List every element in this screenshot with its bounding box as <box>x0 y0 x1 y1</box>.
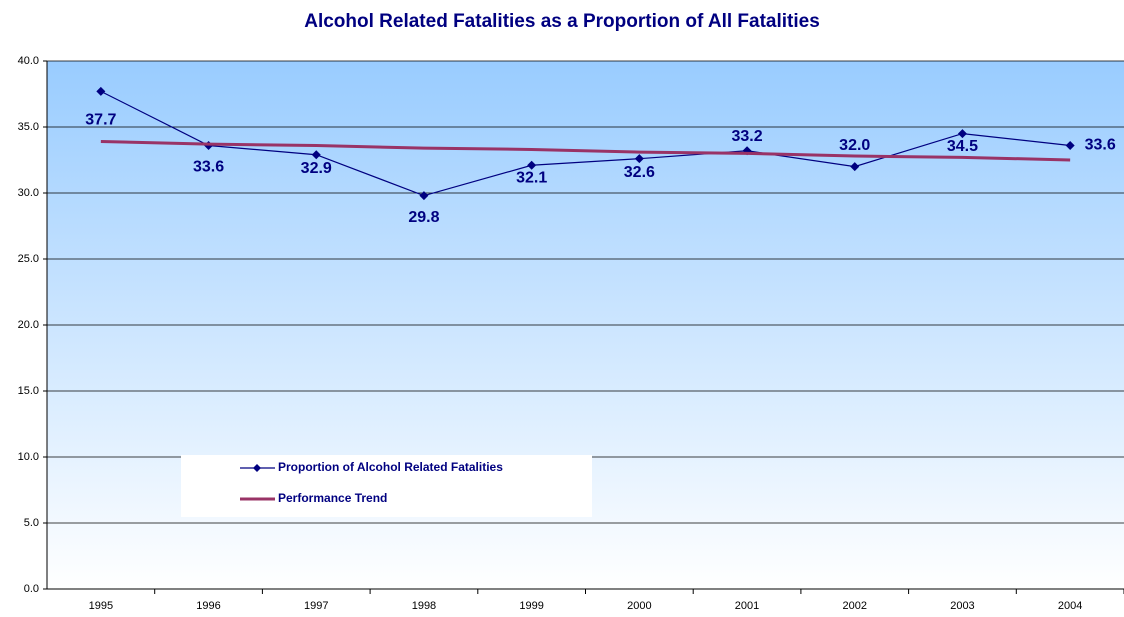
y-tick-label: 35.0 <box>18 121 39 133</box>
x-tick-label: 2004 <box>1058 600 1082 612</box>
data-label: 34.5 <box>947 138 978 155</box>
x-tick-label: 1996 <box>196 600 220 612</box>
y-tick-label: 5.0 <box>24 517 39 529</box>
data-label: 32.9 <box>301 160 332 177</box>
x-tick-label: 1998 <box>412 600 436 612</box>
marker <box>850 162 860 172</box>
data-label: 33.6 <box>1085 137 1116 154</box>
x-tick-label: 2000 <box>627 600 651 612</box>
x-tick-label: 1995 <box>89 600 113 612</box>
marker <box>96 86 106 96</box>
y-tick-label: 25.0 <box>18 253 39 265</box>
chart-title: Alcohol Related Fatalities as a Proporti… <box>304 11 820 32</box>
x-tick-label: 1997 <box>304 600 328 612</box>
x-tick-label: 2001 <box>735 600 759 612</box>
legend-marker <box>253 464 261 472</box>
legend-label: Proportion of Alcohol Related Fatalities <box>278 460 503 474</box>
x-tick-label: 1999 <box>519 600 543 612</box>
x-tick-label: 2002 <box>843 600 867 612</box>
y-tick-label: 0.0 <box>24 583 39 595</box>
y-tick-label: 20.0 <box>18 319 39 331</box>
marker <box>957 129 967 139</box>
data-label: 29.8 <box>408 209 439 226</box>
marker <box>634 154 644 164</box>
data-label: 33.2 <box>731 128 762 145</box>
data-label: 37.7 <box>85 112 116 129</box>
marker <box>527 160 537 170</box>
marker <box>1065 140 1075 150</box>
data-label: 32.0 <box>839 137 870 154</box>
marks: 37.7 33.6 32.9 29.8 32.1 32.6 33.2 32.0 34.5 33.6 <box>85 86 1116 226</box>
x-tick-label: 2003 <box>950 600 974 612</box>
data-label: 32.6 <box>624 164 655 181</box>
trend-line <box>100 140 1071 162</box>
marker <box>311 150 321 160</box>
data-line <box>100 90 1071 197</box>
legend <box>181 455 592 517</box>
y-tick-label: 10.0 <box>18 451 39 463</box>
y-tick-label: 30.0 <box>18 187 39 199</box>
marker <box>419 191 429 201</box>
legend-label: Performance Trend <box>278 491 387 505</box>
data-label: 32.1 <box>516 169 547 186</box>
y-tick-label: 40.0 <box>18 55 39 67</box>
data-label: 33.6 <box>193 159 224 176</box>
y-tick-label: 15.0 <box>18 385 39 397</box>
